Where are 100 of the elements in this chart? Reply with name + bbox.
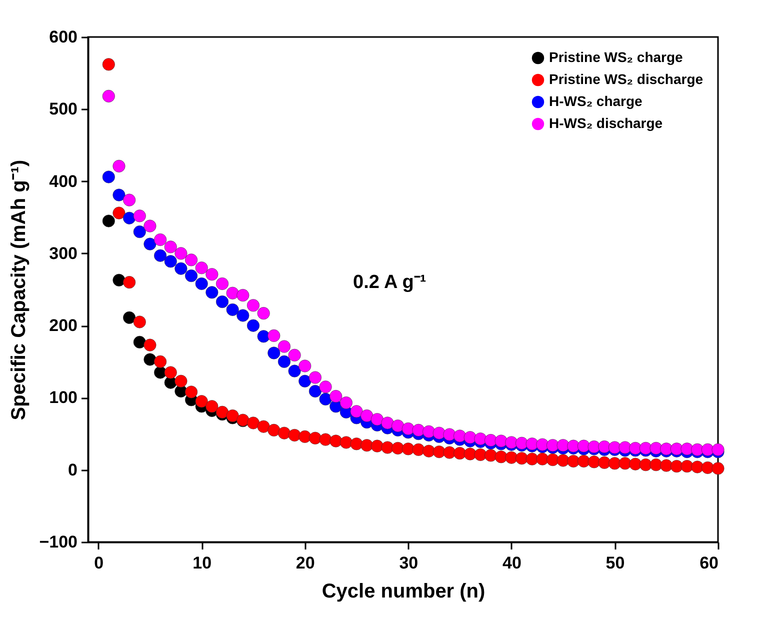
point bbox=[392, 442, 404, 454]
point bbox=[154, 233, 167, 246]
point bbox=[680, 460, 694, 473]
point bbox=[268, 346, 280, 360]
point bbox=[650, 442, 662, 454]
y-tick-label: 300 bbox=[49, 244, 78, 263]
point bbox=[144, 353, 156, 366]
y-tick-label: 500 bbox=[49, 100, 78, 119]
point bbox=[515, 452, 528, 465]
point bbox=[381, 416, 394, 430]
point bbox=[556, 439, 570, 452]
point bbox=[257, 420, 270, 433]
point bbox=[370, 413, 384, 426]
y-tick-label: 100 bbox=[49, 388, 78, 408]
point bbox=[123, 311, 136, 324]
point bbox=[133, 226, 146, 238]
point bbox=[257, 330, 270, 343]
point bbox=[246, 416, 260, 430]
point bbox=[691, 460, 704, 474]
point bbox=[298, 374, 312, 388]
y-tick-label: 200 bbox=[49, 316, 78, 336]
point bbox=[206, 286, 218, 299]
point bbox=[174, 262, 188, 275]
point bbox=[350, 405, 363, 418]
point bbox=[102, 214, 115, 228]
point bbox=[154, 249, 167, 262]
y-axis-title: Specific Capacity (mAh g⁻¹) bbox=[8, 160, 30, 420]
point bbox=[123, 276, 136, 289]
point bbox=[319, 392, 332, 406]
point bbox=[206, 268, 218, 281]
point bbox=[164, 240, 177, 254]
point bbox=[650, 458, 662, 472]
point bbox=[112, 206, 126, 220]
point bbox=[412, 424, 425, 436]
point bbox=[691, 443, 704, 456]
point bbox=[443, 446, 456, 459]
point bbox=[412, 443, 425, 456]
point bbox=[195, 395, 208, 408]
point bbox=[144, 238, 156, 250]
point bbox=[588, 456, 600, 468]
y-tick-label: −100 bbox=[39, 532, 78, 552]
point bbox=[330, 390, 342, 403]
legend-label: Pristine WS₂ charge bbox=[549, 49, 684, 65]
point bbox=[226, 286, 239, 300]
point bbox=[422, 425, 436, 438]
point bbox=[443, 428, 456, 441]
point bbox=[133, 336, 146, 348]
x-tick-label: 40 bbox=[502, 554, 522, 572]
point bbox=[536, 438, 549, 451]
point bbox=[484, 449, 498, 462]
point bbox=[112, 188, 126, 202]
x-axis-title: Cycle number (n) bbox=[322, 580, 486, 602]
point bbox=[474, 448, 487, 461]
point bbox=[340, 436, 352, 449]
point bbox=[102, 90, 115, 102]
point bbox=[350, 438, 363, 450]
point bbox=[454, 447, 466, 460]
point bbox=[226, 409, 239, 422]
point bbox=[195, 277, 208, 290]
point bbox=[185, 270, 198, 282]
point bbox=[246, 299, 260, 312]
point bbox=[340, 396, 352, 410]
point bbox=[144, 220, 156, 232]
point bbox=[102, 170, 115, 184]
point bbox=[308, 384, 322, 398]
point bbox=[474, 432, 487, 446]
point bbox=[660, 459, 673, 472]
y-tick-label: 600 bbox=[49, 28, 78, 46]
point bbox=[629, 458, 642, 470]
point bbox=[618, 457, 632, 470]
point bbox=[505, 451, 518, 464]
point bbox=[598, 440, 611, 454]
point bbox=[236, 309, 250, 322]
annotation: 0.2 A g⁻¹ bbox=[353, 272, 426, 293]
point bbox=[308, 371, 322, 384]
point bbox=[133, 210, 146, 222]
point bbox=[288, 364, 301, 378]
point bbox=[712, 462, 724, 475]
point bbox=[556, 454, 570, 467]
point bbox=[629, 442, 642, 454]
point bbox=[288, 428, 301, 442]
point bbox=[319, 380, 332, 394]
point bbox=[174, 247, 188, 260]
point bbox=[164, 366, 177, 379]
point bbox=[319, 433, 332, 446]
x-tick-label: 60 bbox=[700, 554, 718, 572]
point bbox=[236, 289, 250, 302]
point bbox=[278, 426, 291, 440]
point bbox=[185, 254, 198, 266]
point bbox=[226, 303, 239, 316]
point bbox=[102, 58, 115, 71]
x-tick-label: 0 bbox=[94, 554, 104, 572]
point bbox=[598, 456, 611, 469]
point bbox=[133, 316, 146, 328]
point bbox=[546, 453, 560, 466]
point bbox=[174, 374, 188, 388]
point bbox=[288, 348, 301, 362]
point bbox=[330, 434, 342, 448]
x-tick-label: 20 bbox=[296, 554, 315, 572]
point bbox=[268, 424, 280, 436]
